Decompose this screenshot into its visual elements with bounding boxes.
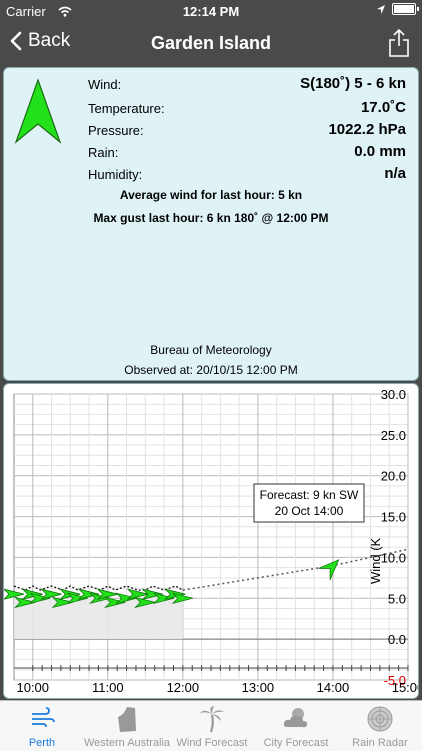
carrier-label: Carrier	[6, 4, 46, 19]
wind-arrow-marker	[126, 588, 148, 600]
wind-arrow-marker	[4, 588, 25, 600]
wind-arrow-marker	[77, 588, 100, 600]
x-tick-label: 11:00	[92, 680, 124, 695]
y-tick-label: 20.0	[381, 469, 406, 484]
y-tick-label: -5.0	[384, 673, 406, 688]
location-icon	[377, 4, 385, 14]
back-label: Back	[28, 30, 71, 51]
wind-icon	[32, 707, 55, 728]
humidity-label: Humidity:	[88, 167, 143, 182]
gust-series-line	[13, 585, 184, 591]
status-bar: Carrier 12:14 PM	[0, 0, 422, 24]
wind-arrow-marker	[96, 588, 118, 600]
tab-rain-radar[interactable]: Rain Radar	[338, 701, 422, 751]
pressure-value: 1022.2 hPa	[328, 121, 406, 138]
wind-arrow-marker	[134, 596, 156, 609]
page-title: Garden Island	[150, 33, 272, 53]
y-tick-label: 0.0	[388, 632, 406, 647]
wind-direction-arrow-icon	[14, 78, 62, 144]
battery-icon	[392, 3, 419, 15]
y-tick-label: 15.0	[381, 510, 406, 525]
temperature-value: 17.0˚C	[360, 99, 406, 116]
tab-bar: Perth Western Australia Wind Forecast Ci…	[0, 700, 422, 751]
observation-panel: Wind: S(180˚) 5 - 6 kn Temperature: 17.0˚C…	[3, 67, 419, 381]
y-tick-label: 5.0	[388, 591, 406, 606]
wind-chart-svg: Forecast: 9 kn SW 20 Oct 14:00 30.0 25.0 20.…	[4, 387, 418, 695]
tab-wind-forecast[interactable]: Wind Forecast	[170, 701, 254, 751]
status-time: 12:14 PM	[182, 4, 240, 19]
forecast-callout-line2: 20 Oct 14:00	[275, 504, 344, 518]
x-tick-label: 12:00	[167, 680, 200, 695]
tab-western-australia[interactable]: Western Australia	[84, 701, 170, 751]
pressure-row: Pressure: 1022.2 hPa	[88, 116, 406, 138]
tab-wind-forecast-label: Wind Forecast	[176, 737, 248, 749]
x-tick-label: 15:00	[392, 680, 418, 695]
y-tick-label: 25.0	[381, 428, 406, 443]
observed-time-text: Observed at: 20/10/15 12:00 PM	[124, 363, 298, 377]
wind-arrow-marker	[13, 596, 36, 609]
wind-arrow-marker	[141, 588, 163, 600]
palm-tree-icon	[200, 706, 224, 733]
wind-value: S(180˚) 5 - 6 kn	[300, 75, 406, 92]
chevron-left-icon	[10, 31, 22, 51]
y-tick-label: 10.0	[381, 550, 406, 565]
wind-arrow-marker	[171, 592, 193, 605]
rain-label: Rain:	[88, 145, 119, 160]
forecast-wind-marker	[318, 559, 340, 580]
rain-row: Rain: 0.0 mm	[88, 138, 406, 160]
navigation-bar: Back Garden Island	[0, 24, 422, 64]
cloud-sun-icon	[283, 708, 308, 728]
rain-value: 0.0 mm	[354, 143, 406, 160]
temperature-row: Temperature: 17.0˚C	[88, 94, 406, 116]
y-axis-label: Wind (K	[368, 537, 383, 584]
source-text: Bureau of Meteorology	[150, 343, 272, 357]
tab-city-forecast-label: City Forecast	[263, 737, 329, 749]
share-icon	[389, 28, 409, 57]
tab-perth[interactable]: Perth	[0, 701, 84, 751]
humidity-row: Humidity: n/a	[88, 160, 406, 182]
x-tick-label: 14:00	[317, 680, 350, 695]
tab-western-australia-label: Western Australia	[84, 737, 171, 749]
tab-rain-radar-label: Rain Radar	[352, 737, 408, 749]
max-gust-text: Max gust last hour: 6 kn 180˚ @ 12:00 PM	[93, 211, 329, 225]
wifi-icon	[58, 6, 72, 17]
humidity-value: n/a	[384, 165, 406, 182]
x-tick-label: 10:00	[16, 680, 49, 695]
temperature-label: Temperature:	[88, 101, 165, 116]
wind-row: Wind: S(180˚) 5 - 6 kn	[88, 70, 406, 92]
wind-arrow-marker	[51, 596, 73, 609]
wind-label: Wind:	[88, 77, 122, 92]
back-button[interactable]: Back	[10, 30, 70, 52]
forecast-series-line	[182, 548, 409, 591]
forecast-callout-line1: Forecast: 9 kn SW	[260, 488, 359, 502]
radar-icon	[367, 706, 393, 732]
forecast-callout-box	[253, 483, 365, 523]
x-tick-label: 13:00	[242, 680, 275, 695]
tab-city-forecast[interactable]: City Forecast	[254, 701, 338, 751]
tab-perth-label: Perth	[28, 737, 56, 749]
wind-chart[interactable]: Forecast: 9 kn SW 20 Oct 14:00 30.0 25.0 20.…	[3, 383, 419, 699]
pressure-label: Pressure:	[88, 123, 144, 138]
average-wind-text: Average wind for last hour: 5 kn	[119, 188, 303, 202]
map-icon	[118, 707, 136, 732]
share-button[interactable]	[388, 28, 410, 63]
wind-arrow-marker	[40, 588, 62, 600]
y-tick-label: 30.0	[381, 387, 406, 402]
